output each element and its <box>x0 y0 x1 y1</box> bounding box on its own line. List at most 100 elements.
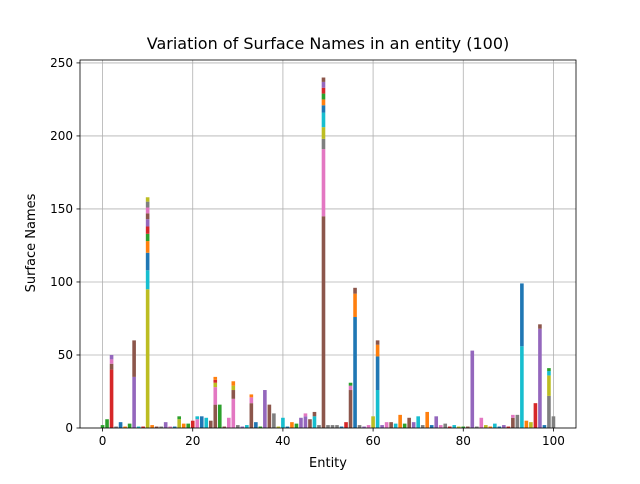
bar-segment <box>222 426 227 428</box>
bar-segment <box>547 375 551 396</box>
bar-segment <box>204 417 209 428</box>
bar-segment <box>145 252 150 271</box>
bar-segment <box>231 398 236 428</box>
chart-title: Variation of Surface Names in an entity … <box>147 34 510 53</box>
bar-segment <box>294 423 299 428</box>
bar-segment <box>348 390 353 428</box>
x-tick-label: 100 <box>542 434 565 448</box>
x-tick-label: 40 <box>275 434 290 448</box>
bar-segment <box>321 77 326 82</box>
bar-segment <box>249 397 254 404</box>
bar-segment <box>254 422 258 428</box>
bar-segment <box>321 112 326 128</box>
bar-segment <box>533 403 538 428</box>
x-tick-label: 20 <box>185 434 200 448</box>
bar-segment <box>321 81 326 88</box>
bar-segment <box>181 423 186 428</box>
bar-segment <box>208 420 213 428</box>
bar-segment <box>389 422 393 428</box>
bar-segment <box>213 379 218 383</box>
bar-segment <box>353 317 357 428</box>
bar-segment <box>461 426 466 428</box>
bar-segment <box>326 425 330 428</box>
x-axis-label: Entity <box>309 456 347 471</box>
bar-segment <box>290 422 294 428</box>
bar-segment <box>551 416 556 428</box>
bar-segment <box>402 423 407 428</box>
bar-segment <box>511 417 515 428</box>
bar-segment <box>109 359 114 364</box>
bar-segment <box>281 417 285 428</box>
bar-segment <box>547 371 551 376</box>
bar-segment <box>236 425 240 428</box>
bar-segment <box>407 417 411 428</box>
bar-segment <box>303 416 308 428</box>
x-tick-label: 80 <box>456 434 471 448</box>
bar-segment <box>321 216 326 428</box>
bar-segment <box>186 423 191 428</box>
bar-segment <box>542 425 547 428</box>
bar-segment <box>145 233 150 242</box>
bar-segment <box>452 425 457 428</box>
y-tick-label: 50 <box>58 348 73 362</box>
bar-segment <box>145 289 150 428</box>
axes-frame <box>79 59 577 429</box>
bar-segment <box>195 416 200 420</box>
axes: 0 20 40 60 80 100 0 50 100 150 200 250 <box>50 56 577 448</box>
bar-series <box>100 77 556 428</box>
bar-segment <box>321 127 326 139</box>
bar-segment <box>465 426 470 428</box>
bar-segment <box>524 420 529 428</box>
bar-segment <box>312 416 317 428</box>
y-axis-label: Surface Names <box>24 193 39 292</box>
bar-segment <box>299 417 303 428</box>
bar-segment <box>321 105 326 113</box>
bar-segment <box>303 413 308 417</box>
bar-segment <box>145 197 150 202</box>
bar-segment <box>267 404 272 428</box>
bar-segment <box>375 340 380 345</box>
bar-segment <box>249 403 254 428</box>
bar-segment <box>145 270 150 290</box>
bar-segment <box>357 425 362 428</box>
bar-segment <box>362 426 366 428</box>
bar-segment <box>145 201 150 208</box>
bar-segment <box>443 423 448 428</box>
bar-segment <box>109 369 114 428</box>
bar-segment <box>438 425 443 428</box>
bar-segment <box>375 356 380 391</box>
bar-segment <box>240 426 245 428</box>
bar-segment <box>371 416 375 428</box>
bar-segment <box>330 425 335 428</box>
bar-segment <box>321 149 326 217</box>
bar-segment <box>344 422 348 428</box>
bar-segment <box>511 414 515 418</box>
y-tick-label: 0 <box>65 421 73 435</box>
bar-segment <box>213 382 218 388</box>
bar-segment <box>308 419 312 428</box>
bar-segment <box>398 414 402 428</box>
bar-segment <box>231 390 236 399</box>
bar-segment <box>145 207 150 214</box>
bar-segment <box>145 241 150 253</box>
bar-segment <box>520 346 524 428</box>
y-tick-label: 100 <box>50 275 73 289</box>
bar-segment <box>493 423 497 428</box>
bar-segment <box>118 422 123 428</box>
bar-segment <box>506 426 511 428</box>
bar-segment <box>425 411 430 428</box>
bar-segment <box>231 381 236 386</box>
bar-segment <box>145 213 150 220</box>
bar-segment <box>529 422 533 428</box>
bar-segment <box>105 419 109 428</box>
bar-segment <box>136 426 141 428</box>
bar-segment <box>434 416 439 428</box>
bar-segment <box>317 425 321 428</box>
bar-segment <box>479 417 484 428</box>
bar-segment <box>484 425 488 428</box>
bar-segment <box>456 426 461 428</box>
bar-segment <box>141 426 145 428</box>
